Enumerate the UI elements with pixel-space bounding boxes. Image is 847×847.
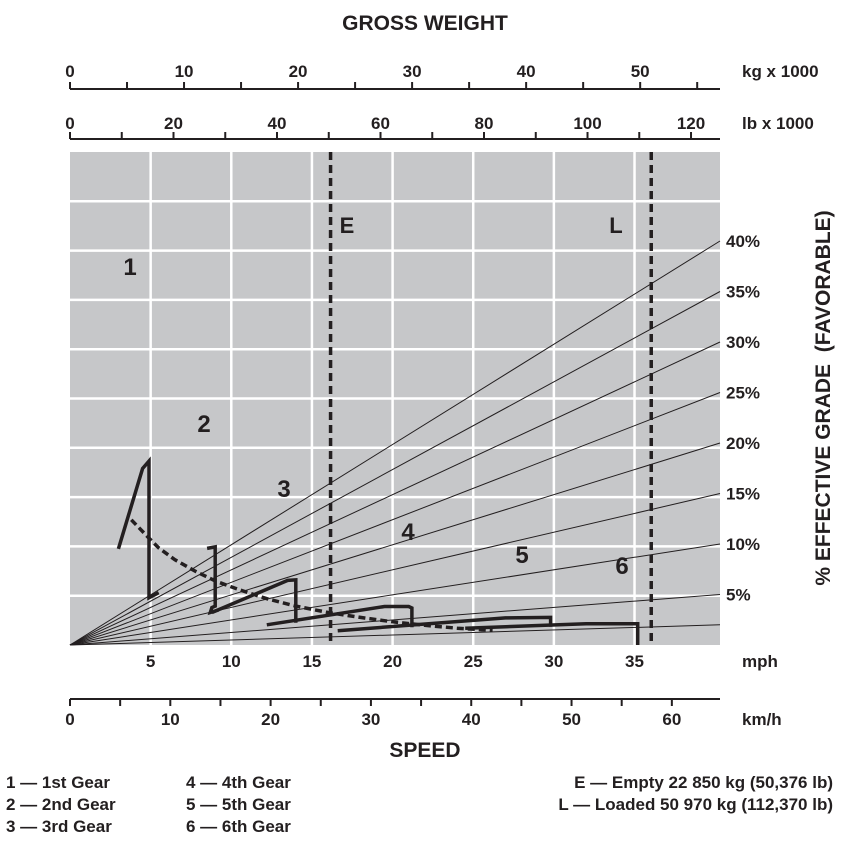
kmh-axis-unit-label: km/h <box>742 710 782 729</box>
kg-axis-tick-label: 10 <box>175 62 194 81</box>
gear-curve-1 <box>116 456 160 601</box>
transition-curve-dashed <box>130 518 493 632</box>
grade-label: 30% <box>726 333 760 352</box>
gear-curve-6 <box>465 622 640 645</box>
lb-axis-tick-label: 80 <box>475 114 494 133</box>
grade-line <box>69 543 721 646</box>
chart-title: GROSS WEIGHT <box>342 12 508 35</box>
gear-label: 2 <box>197 411 210 438</box>
mph-unit-label: mph <box>742 652 778 671</box>
grade-line <box>69 594 721 646</box>
grade-lines: 40% 35% 30% 25% 20% 15% 10% 5% <box>69 232 760 646</box>
lb-axis-tick-label: 0 <box>65 114 74 133</box>
grade-line <box>69 624 721 646</box>
mph-tick-label: 25 <box>464 652 483 671</box>
legend-gears-col1: 1 — 1st Gear 2 — 2nd Gear 3 — 3rd Gear <box>6 772 116 838</box>
gear-curve-3 <box>211 578 298 623</box>
grade-label: 5% <box>726 586 751 605</box>
grade-label: 15% <box>726 485 760 504</box>
mph-tick-label: 35 <box>625 652 644 671</box>
mph-tick-label: 5 <box>146 652 155 671</box>
legend-item: 4 — 4th Gear <box>186 773 291 792</box>
legend-item: 3 — 3rd Gear <box>6 817 112 836</box>
legend-weights: E — Empty 22 850 kg (50,376 lb) L — Load… <box>558 772 833 816</box>
gear-curve-2 <box>206 544 219 616</box>
grade-label: 35% <box>726 283 760 302</box>
lb-axis-tick-label: 20 <box>164 114 183 133</box>
legend-item: 2 — 2nd Gear <box>6 795 116 814</box>
kmh-axis-tick-label: 0 <box>65 710 74 729</box>
gear-label: 5 <box>515 542 528 569</box>
kg-axis-tick-label: 40 <box>517 62 536 81</box>
grade-label: 20% <box>726 434 760 453</box>
grid-lines <box>70 152 720 645</box>
legend-item: E — Empty 22 850 kg (50,376 lb) <box>574 773 833 792</box>
mph-tick-label: 30 <box>544 652 563 671</box>
gear-label: 1 <box>123 254 136 281</box>
kg-axis-tick-label: 50 <box>631 62 650 81</box>
grade-line <box>69 291 721 646</box>
kmh-axis-tick-label: 10 <box>161 710 180 729</box>
legend-item: 6 — 6th Gear <box>186 817 291 836</box>
weight-marker-label: L <box>609 213 622 238</box>
kmh-axis-tick-label: 40 <box>462 710 481 729</box>
kg-axis-tick-label: 30 <box>403 62 422 81</box>
lb-axis-unit-label: lb x 1000 <box>742 114 814 133</box>
grade-line <box>69 493 721 646</box>
grade-label: 25% <box>726 384 760 403</box>
grade-line <box>69 392 721 646</box>
lb-axis-tick-label: 60 <box>371 114 390 133</box>
kg-axis-tick-label: 0 <box>65 62 74 81</box>
legend-gears-col2: 4 — 4th Gear 5 — 5th Gear 6 — 6th Gear <box>186 772 291 838</box>
gear-curve-5 <box>337 615 553 633</box>
gear-curves: 1 2 3 4 5 6 <box>116 254 640 645</box>
legend-item: L — Loaded 50 970 kg (112,370 lb) <box>558 795 833 814</box>
mph-tick-label: 15 <box>302 652 321 671</box>
kmh-axis-tick-label: 30 <box>361 710 380 729</box>
kmh-axis-tick-label: 50 <box>562 710 581 729</box>
lb-axis-tick-label: 120 <box>677 114 705 133</box>
legend-item: 5 — 5th Gear <box>186 795 291 814</box>
mph-tick-label: 10 <box>222 652 241 671</box>
kmh-axis-tick-label: 60 <box>662 710 681 729</box>
grade-label: 10% <box>726 535 760 554</box>
grade-line <box>69 442 721 646</box>
kg-axis-unit-label: kg x 1000 <box>742 62 819 81</box>
gear-label: 4 <box>401 519 415 546</box>
legend-item: 1 — 1st Gear <box>6 773 110 792</box>
grade-label: 40% <box>726 232 760 251</box>
kmh-axis-tick-label: 20 <box>261 710 280 729</box>
x-axis-title: SPEED <box>389 739 460 762</box>
gear-label: 3 <box>277 476 290 503</box>
kg-axis-tick-label: 20 <box>289 62 308 81</box>
grade-line <box>69 341 721 646</box>
gear-label: 6 <box>615 553 628 580</box>
weight-marker-label: E <box>340 213 355 238</box>
lb-axis-tick-label: 100 <box>573 114 601 133</box>
mph-tick-label: 20 <box>383 652 402 671</box>
gear-curve-4 <box>266 604 414 628</box>
y-axis-title: % EFFECTIVE GRADE (FAVORABLE) <box>812 210 835 585</box>
grade-line <box>69 240 721 646</box>
lb-axis-tick-label: 40 <box>268 114 287 133</box>
